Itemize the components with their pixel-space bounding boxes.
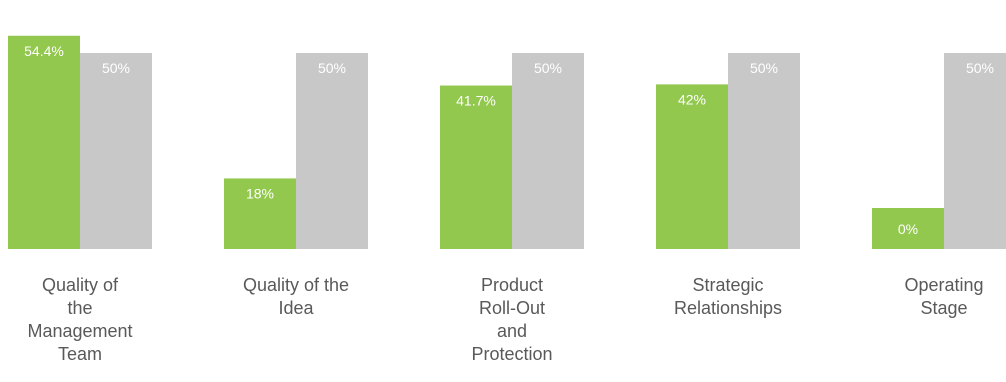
x-tick-label-line: the: [67, 298, 93, 318]
bar-quality-of-the-management-team-series-2: [80, 53, 152, 249]
x-tick-label-line: Quality of the: [242, 275, 350, 295]
bar-strategic-relationships-series-1: [656, 84, 728, 249]
x-tick-label-line: Roll-Out: [478, 298, 545, 318]
bar-operating-stage-series-2: [944, 53, 1006, 249]
x-tick-label-line: Idea: [278, 298, 314, 318]
data-label-quality-of-the-idea-series-1: 18%: [246, 185, 274, 201]
x-tick-label-line: Quality of: [41, 275, 119, 295]
bar-quality-of-the-idea-series-1: [224, 178, 296, 249]
x-tick-label-line: Stage: [920, 298, 968, 318]
x-tick-label-quality-of-the-idea: Quality of the Idea: [221, 274, 371, 320]
x-tick-label-line: Operating: [904, 275, 984, 295]
data-label-product-roll-out-and-protection-series-2: 50%: [534, 60, 562, 76]
data-label-strategic-relationships-series-1: 42%: [678, 91, 706, 107]
x-tick-label-product-roll-out-and-protection: Product Roll-Out and Protection: [437, 274, 587, 366]
x-tick-label-line: Relationships: [673, 298, 783, 318]
data-label-product-roll-out-and-protection-series-1: 41.7%: [456, 93, 496, 109]
bar-quality-of-the-idea-series-2: [296, 53, 368, 249]
data-label-quality-of-the-management-team-series-1: 54.4%: [24, 43, 64, 59]
x-tick-label-line: Strategic: [692, 275, 764, 295]
bar-product-roll-out-and-protection-series-1: [440, 85, 512, 249]
bar-operating-stage-series-1: [872, 208, 944, 249]
x-tick-label-line: Team: [57, 344, 102, 364]
data-label-quality-of-the-management-team-series-2: 50%: [102, 60, 130, 76]
x-tick-label-line: Management: [27, 321, 133, 341]
x-tick-label-line: and: [496, 321, 528, 341]
bar-quality-of-the-management-team-series-1: [8, 35, 80, 249]
bars-group: [8, 35, 1006, 249]
bar-product-roll-out-and-protection-series-2: [512, 53, 584, 249]
bar-labels-group: 54.4% 50% 18% 50% 41.7% 50% 42% 50% 0% 50%: [24, 43, 994, 237]
data-label-operating-stage-series-2: 50%: [966, 60, 994, 76]
x-tick-label-quality-of-the-management-team: Quality of the Management Team: [5, 274, 155, 366]
x-tick-label-operating-stage: Operating Stage: [869, 274, 1006, 320]
x-tick-label-line: Protection: [471, 344, 553, 364]
bar-strategic-relationships-series-2: [728, 53, 800, 249]
data-label-operating-stage-series-1: 0%: [898, 221, 918, 237]
x-tick-label-line: Product: [480, 275, 544, 295]
data-label-strategic-relationships-series-2: 50%: [750, 60, 778, 76]
x-tick-label-strategic-relationships: Strategic Relationships: [653, 274, 803, 320]
data-label-quality-of-the-idea-series-2: 50%: [318, 60, 346, 76]
